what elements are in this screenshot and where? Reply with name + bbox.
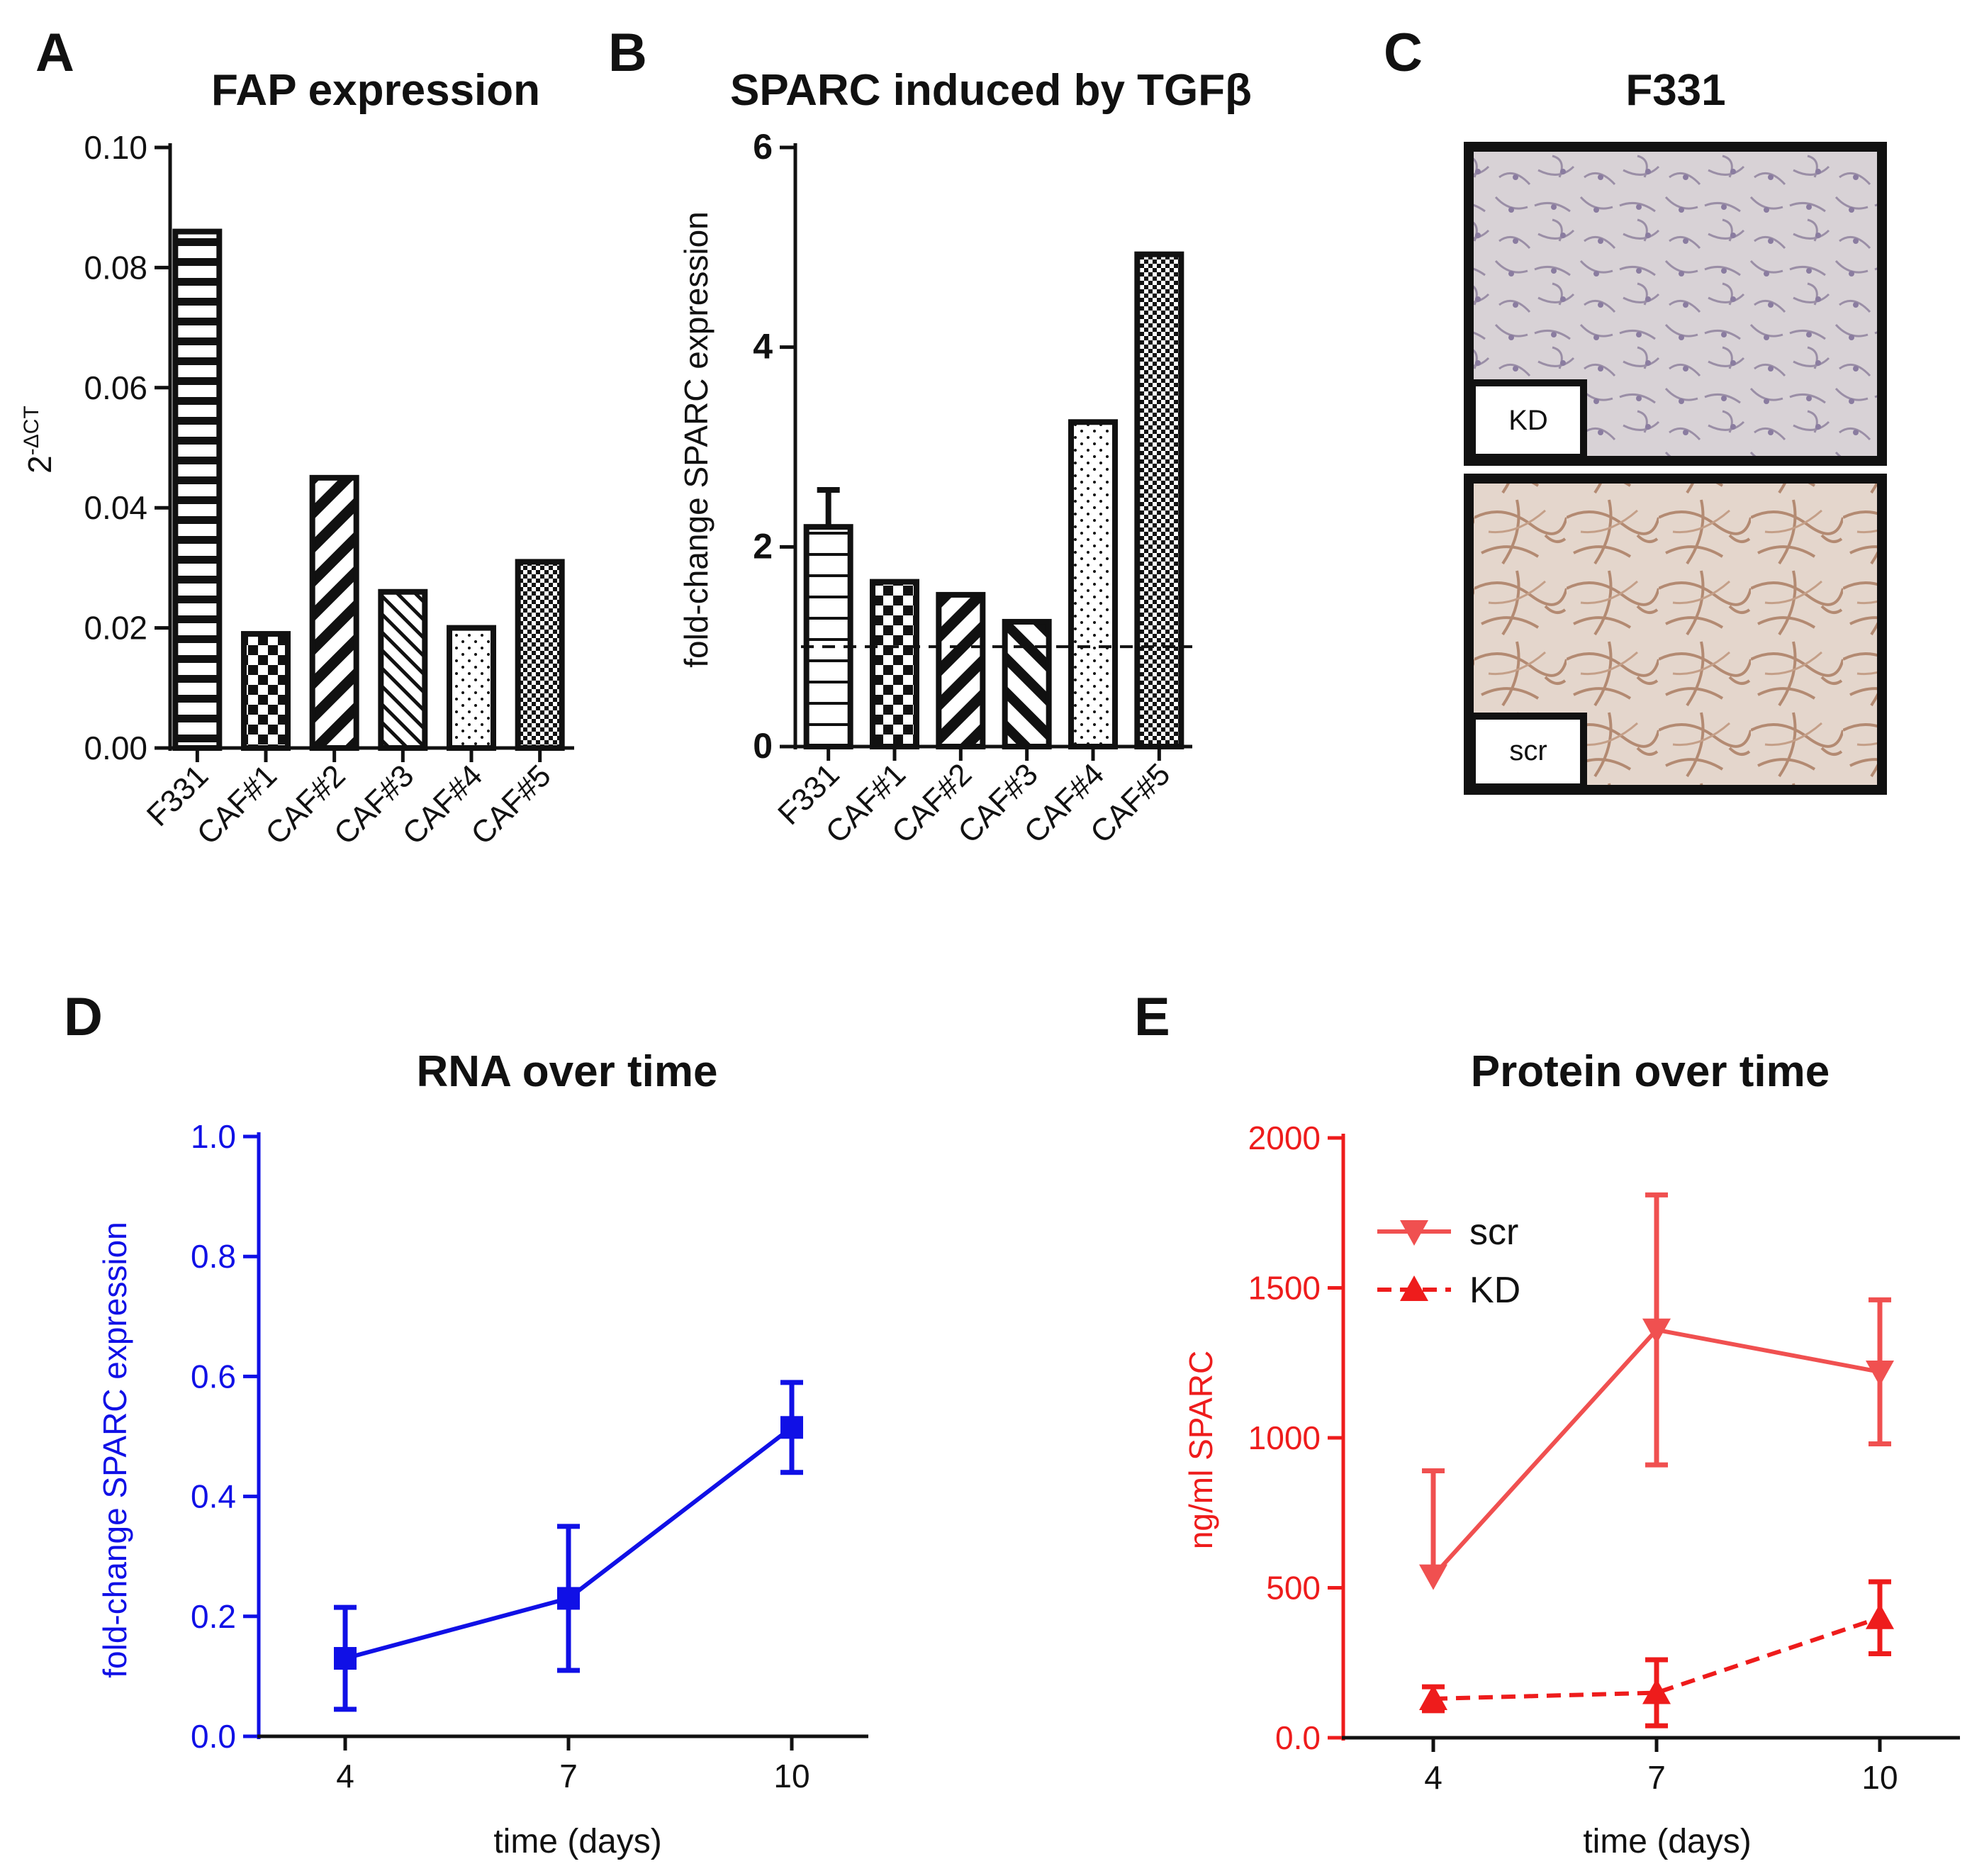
panel-a-title: FAP expression [211, 66, 540, 115]
y-tick-label: 0.02 [84, 610, 147, 647]
x-tick-label: 10 [1861, 1759, 1898, 1796]
y-tick-label: 0.0 [191, 1718, 236, 1755]
panel-b-title: SPARC induced by TGFβ [730, 66, 1252, 115]
x-tick-label: 7 [1647, 1759, 1666, 1796]
x-tick-label: 7 [559, 1758, 578, 1794]
y-tick-label: 1.0 [191, 1118, 236, 1155]
x-tick-label: 4 [1424, 1759, 1442, 1796]
bar-CAF#4 [1068, 419, 1118, 750]
panel-e-title: Protein over time [1471, 1047, 1830, 1096]
panel-a-y-axis: 0.00 0.02 0.04 0.06 0.08 0.10 [84, 129, 172, 766]
panel-e-x-axis: 4 7 10 [1342, 1736, 1960, 1796]
y-tick-label: 0.08 [84, 249, 147, 286]
panel-d-x-axis: 4 7 10 [257, 1734, 868, 1794]
y-tick-label: 0.4 [191, 1478, 236, 1515]
panel-c-letter: C [1384, 23, 1423, 83]
data-point [1866, 1603, 1894, 1629]
legend-marker-scr [1400, 1220, 1428, 1246]
y-tick-label: 0 [753, 726, 773, 766]
series-line [1433, 1615, 1881, 1702]
y-tick-label: 6 [753, 127, 773, 167]
bar-CAF#5 [515, 559, 565, 751]
x-tick-label: 10 [773, 1758, 809, 1794]
data-point [1419, 1685, 1447, 1711]
panel-b-bars [803, 251, 1184, 750]
bar-CAF#4 [447, 625, 496, 751]
data-point [1866, 1360, 1894, 1386]
panel-a-x-axis [169, 746, 574, 762]
panel-e: E Protein over time ng/ml SPARC time (da… [1134, 987, 1960, 1860]
legend-label-scr: scr [1469, 1212, 1518, 1253]
data-point [557, 1587, 580, 1610]
y-tick-label: 0.8 [191, 1238, 236, 1275]
y-tick-label: 0.04 [84, 489, 147, 526]
panel-a-ylabel-base: 2 [21, 455, 58, 474]
panel-a-ylabel: 2-ΔCT [20, 406, 58, 474]
panel-b-x-axis [794, 744, 1192, 761]
y-tick-label: 2000 [1248, 1120, 1321, 1156]
panel-b-y-axis: 0 2 4 6 [753, 127, 797, 766]
panel-c: C F331 KD scr [1384, 23, 1887, 795]
bar-CAF#2 [936, 591, 986, 750]
bar-CAF#3 [378, 588, 428, 752]
panel-b-ylabel: fold-change SPARC expression [678, 211, 715, 667]
bar-CAF#1 [870, 579, 919, 749]
bar-CAF#5 [1134, 251, 1184, 750]
panel-a: A FAP expression 2-ΔCT 0.000.020.040.060… [20, 23, 574, 852]
micrograph-scr-label: scr [1509, 735, 1547, 766]
y-tick-label: 0.10 [84, 129, 147, 166]
panel-d-letter: D [64, 987, 103, 1047]
y-tick-label: 2 [753, 526, 773, 566]
panel-d-ylabel: fold-change SPARC expression [96, 1222, 133, 1677]
micrograph-scr: scr [1464, 474, 1887, 795]
bar-CAF#3 [1002, 618, 1052, 749]
y-tick-label: 0.6 [191, 1358, 236, 1395]
legend-label-KD: KD [1469, 1270, 1520, 1311]
bar-F331 [172, 228, 223, 751]
series-rna [334, 1380, 803, 1712]
micrograph-kd-label: KD [1508, 405, 1548, 436]
y-tick-label: 4 [753, 327, 773, 367]
panel-e-legend: scr KD [1377, 1212, 1520, 1311]
panel-e-ylabel: ng/ml SPARC [1182, 1351, 1219, 1549]
y-tick-label: 0.0 [1275, 1719, 1321, 1756]
micrograph-kd: KD [1464, 142, 1887, 466]
x-tick-label: 4 [336, 1758, 354, 1794]
y-tick-label: 1500 [1248, 1270, 1321, 1307]
panel-d-title: RNA over time [417, 1047, 718, 1096]
panel-a-letter: A [35, 23, 74, 83]
bar-F331 [803, 524, 853, 750]
bar-CAF#1 [241, 631, 291, 751]
legend-marker-KD [1400, 1275, 1428, 1301]
panel-b: B SPARC induced by TGFβ fold-change SPAR… [608, 23, 1252, 850]
data-point [1419, 1564, 1447, 1590]
panel-c-title: F331 [1625, 66, 1725, 115]
bar-CAF#2 [309, 474, 359, 751]
series-scr [1419, 1192, 1894, 1590]
y-tick-label: 0.2 [191, 1598, 236, 1635]
panel-d-series [334, 1380, 803, 1712]
panel-e-series [1419, 1192, 1894, 1729]
y-tick-label: 0.00 [84, 730, 147, 766]
y-tick-label: 1000 [1248, 1419, 1321, 1456]
data-point [334, 1647, 357, 1670]
panel-d: D RNA over time fold-change SPARC expres… [64, 987, 868, 1860]
panel-b-letter: B [608, 23, 647, 83]
y-tick-label: 500 [1266, 1570, 1321, 1607]
panel-e-xlabel: time (days) [1583, 1823, 1751, 1860]
panel-a-ylabel-sup: -ΔCT [20, 406, 43, 455]
panel-e-y-axis: 0.0 500 1000 1500 2000 [1248, 1120, 1345, 1756]
panel-e-letter: E [1134, 987, 1170, 1047]
panel-a-bars [172, 228, 565, 752]
panel-d-xlabel: time (days) [493, 1823, 661, 1860]
data-point [1642, 1318, 1671, 1344]
panel-d-y-axis: 0.0 0.2 0.4 0.6 0.8 1.0 [191, 1118, 261, 1755]
data-point [1642, 1678, 1671, 1704]
y-tick-label: 0.06 [84, 369, 147, 406]
data-point [780, 1416, 803, 1439]
series-KD [1419, 1579, 1894, 1729]
